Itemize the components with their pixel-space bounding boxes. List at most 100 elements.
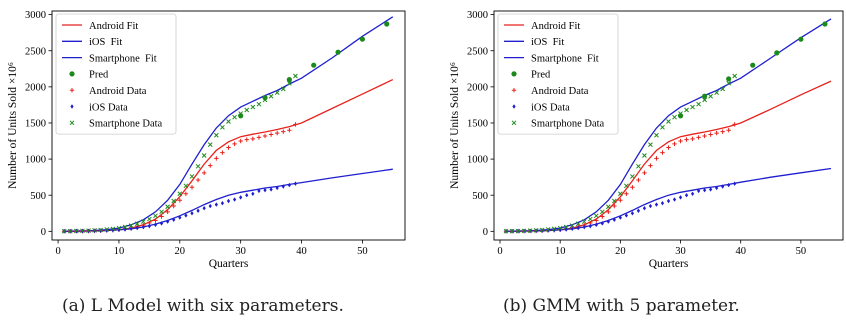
data-point — [80, 228, 85, 234]
data-point — [171, 198, 177, 204]
x-tick-label: 20 — [175, 246, 186, 257]
data-point — [720, 129, 725, 134]
data-point — [732, 122, 737, 127]
data-point — [576, 225, 580, 231]
legend: Android Fit iOS Fit Smartphone Fit Pred Andr… — [55, 13, 177, 135]
data-point — [189, 174, 195, 179]
legend-box — [55, 13, 177, 135]
data-point — [172, 217, 176, 222]
data-point — [618, 215, 622, 220]
x-tick-label: 0 — [55, 246, 60, 257]
data-point — [727, 182, 731, 188]
x-tick-label: 30 — [675, 246, 686, 257]
data-point — [61, 228, 67, 234]
data-point — [177, 198, 183, 203]
data-point — [165, 204, 170, 210]
data-point — [636, 177, 641, 183]
data-point — [539, 227, 545, 233]
data-point — [195, 177, 201, 183]
data-point — [359, 36, 365, 42]
data-point — [190, 211, 194, 216]
y-axis-label: Number of Units Sold ×10⁶ — [7, 62, 19, 189]
data-point — [257, 188, 261, 194]
data-point — [67, 228, 73, 234]
legend-swatch-smartphone-data — [69, 120, 75, 126]
data-point — [533, 227, 539, 233]
legend-label-android-fit: Android Fit — [89, 21, 138, 32]
data-point — [774, 50, 780, 56]
data-point — [660, 124, 665, 130]
data-point — [269, 187, 273, 192]
data-point — [250, 136, 256, 142]
data-point — [293, 73, 298, 79]
data-point — [171, 203, 176, 209]
data-point — [672, 197, 677, 202]
legend-swatch-android-data — [511, 88, 517, 93]
data-point — [630, 211, 634, 216]
data-point — [201, 153, 207, 158]
data-point — [726, 127, 731, 133]
data-point — [594, 218, 599, 223]
data-point — [220, 150, 225, 155]
data-point — [238, 111, 244, 116]
data-point — [636, 208, 641, 213]
data-point — [256, 101, 262, 107]
data-point — [612, 203, 617, 209]
data-point — [666, 119, 671, 124]
data-point — [798, 36, 804, 42]
data-point — [721, 184, 725, 189]
data-point — [606, 209, 611, 215]
data-point — [630, 174, 635, 179]
data-point — [86, 228, 91, 233]
data-point — [546, 228, 550, 233]
data-point — [226, 198, 231, 204]
data-point — [220, 124, 225, 130]
y-tick-label: 2500 — [25, 46, 46, 57]
data-point — [220, 200, 225, 206]
data-point — [672, 114, 677, 120]
data-point — [153, 222, 158, 228]
data-point — [263, 187, 267, 193]
data-point — [714, 130, 719, 136]
data-point — [624, 191, 629, 196]
data-point — [618, 191, 623, 197]
data-point — [612, 217, 616, 222]
data-point — [239, 195, 243, 200]
data-point — [214, 202, 218, 207]
y-tick-label: 500 — [472, 191, 488, 202]
data-point — [660, 200, 665, 206]
x-tick-label: 50 — [796, 246, 807, 257]
x-tick-label: 0 — [497, 246, 502, 257]
data-point — [238, 138, 243, 144]
legend-label-smartphone-data: Smartphone Data — [531, 119, 605, 130]
data-point — [678, 138, 683, 144]
data-point — [587, 216, 593, 222]
data-point — [509, 228, 515, 234]
caption-a: (a) L Model with six parameters. — [62, 296, 344, 316]
data-point — [202, 206, 206, 211]
data-point — [245, 193, 249, 198]
y-tick-label: 1000 — [25, 155, 46, 166]
data-point — [135, 225, 139, 231]
data-point — [654, 156, 659, 161]
data-point — [92, 227, 97, 233]
data-point — [213, 132, 219, 138]
y-tick-label: 0 — [41, 227, 46, 238]
data-point — [262, 97, 268, 103]
data-point — [521, 228, 527, 234]
data-point — [208, 203, 212, 209]
series-points-ios-data — [62, 181, 298, 234]
data-point — [268, 93, 274, 99]
data-point — [690, 136, 695, 142]
data-point — [73, 228, 79, 234]
data-point — [654, 132, 659, 138]
data-point — [104, 227, 110, 232]
series-points-pred — [238, 21, 390, 119]
data-point — [244, 137, 249, 142]
data-point — [696, 188, 701, 194]
data-point — [286, 77, 292, 83]
data-point — [293, 122, 298, 127]
data-point — [134, 221, 140, 227]
data-point — [311, 62, 317, 68]
